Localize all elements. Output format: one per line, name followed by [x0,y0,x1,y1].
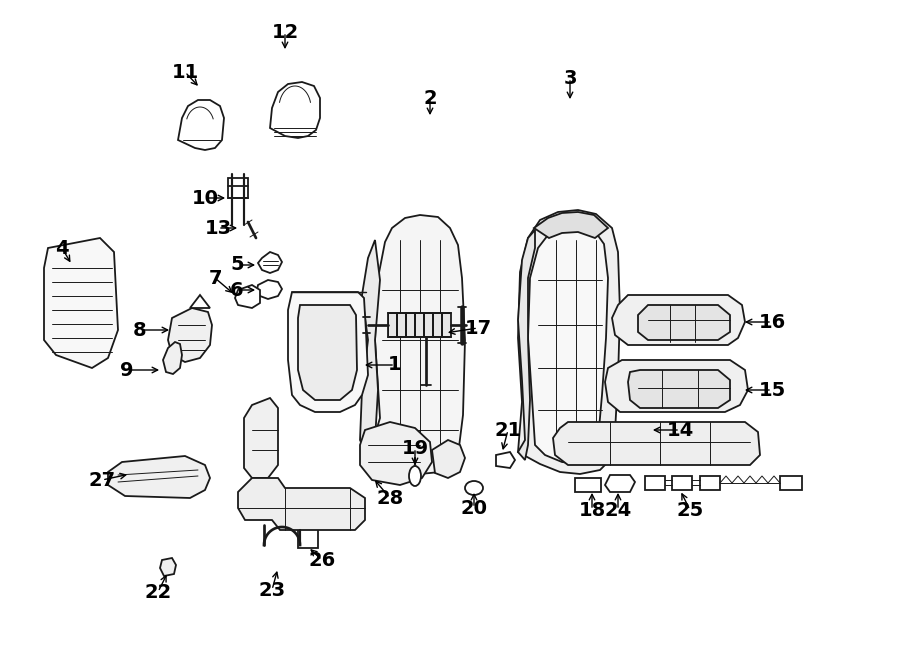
Text: 21: 21 [494,420,522,440]
Polygon shape [518,210,620,474]
Polygon shape [160,558,176,576]
Polygon shape [612,295,745,345]
Text: 18: 18 [579,500,606,520]
Polygon shape [178,100,224,150]
Polygon shape [235,285,260,308]
Polygon shape [108,456,210,498]
Bar [596,427,606,437]
Polygon shape [433,313,442,337]
Polygon shape [360,240,380,458]
Polygon shape [298,305,357,400]
Bar [700,476,720,490]
Text: 7: 7 [208,268,221,288]
Bar [56,338,84,352]
Text: 26: 26 [309,551,336,570]
Polygon shape [190,295,210,308]
Text: 6: 6 [230,280,244,299]
Polygon shape [168,308,212,362]
Text: 28: 28 [376,488,403,508]
Text: 23: 23 [258,580,285,600]
Text: 16: 16 [759,313,786,332]
Text: 14: 14 [666,420,694,440]
Polygon shape [270,82,320,138]
Bar [780,476,802,490]
Polygon shape [163,342,182,374]
Bar [415,318,425,332]
Polygon shape [397,313,406,337]
Polygon shape [528,226,608,464]
Polygon shape [432,440,465,478]
Text: 4: 4 [55,239,68,258]
Polygon shape [553,422,760,465]
Polygon shape [442,313,451,337]
Polygon shape [288,292,368,412]
Text: 3: 3 [563,69,577,87]
Text: 20: 20 [461,498,488,518]
Polygon shape [257,280,282,299]
Text: 13: 13 [204,219,231,237]
Polygon shape [238,478,365,530]
Text: 22: 22 [144,582,172,602]
Polygon shape [360,422,432,485]
Bar [645,476,665,490]
Text: 8: 8 [133,321,147,340]
Polygon shape [258,252,282,273]
Text: 5: 5 [230,256,244,274]
Polygon shape [415,313,424,337]
Ellipse shape [409,466,421,486]
Ellipse shape [465,481,483,495]
Text: 15: 15 [759,381,786,399]
Text: 25: 25 [677,500,704,520]
Bar [580,427,590,437]
Text: 10: 10 [192,188,219,208]
Text: 27: 27 [88,471,115,490]
Text: 1: 1 [388,356,401,375]
Text: 19: 19 [401,438,428,457]
Polygon shape [628,370,730,408]
Text: 24: 24 [605,500,632,520]
Text: 9: 9 [121,360,134,379]
Polygon shape [406,313,415,337]
Polygon shape [244,398,278,478]
Polygon shape [424,313,433,337]
Polygon shape [638,305,730,340]
Polygon shape [534,212,608,238]
Polygon shape [605,475,635,492]
Polygon shape [605,360,748,412]
Bar [298,526,318,548]
Text: 2: 2 [423,89,436,108]
Bar [575,478,601,492]
Polygon shape [518,230,535,460]
Text: 17: 17 [464,319,491,338]
Polygon shape [496,452,515,468]
Text: 11: 11 [171,63,199,81]
Bar [228,178,248,198]
Polygon shape [368,215,465,474]
Polygon shape [388,313,397,337]
Text: 12: 12 [272,22,299,42]
Polygon shape [44,238,118,368]
Bar [672,476,692,490]
